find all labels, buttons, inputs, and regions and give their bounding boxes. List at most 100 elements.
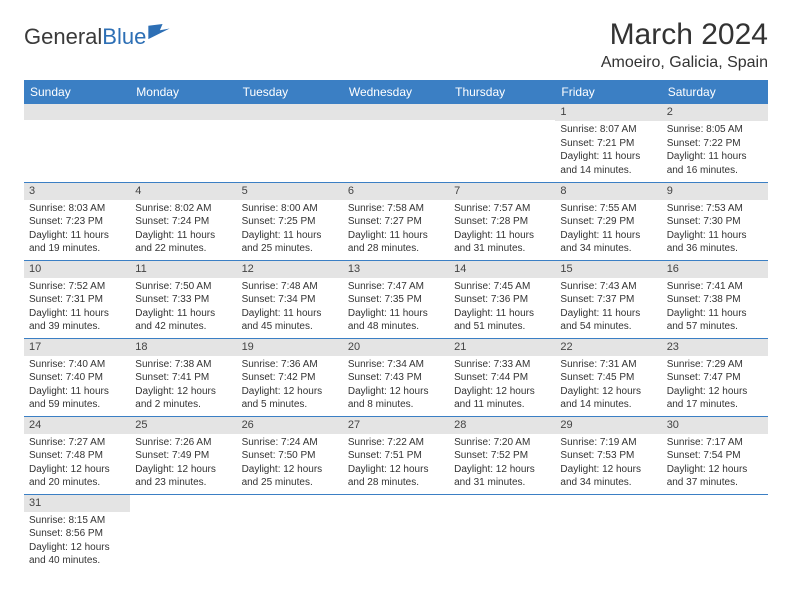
calendar-cell	[449, 104, 555, 182]
day-number: 28	[449, 417, 555, 434]
calendar-cell: 6Sunrise: 7:58 AMSunset: 7:27 PMDaylight…	[343, 182, 449, 260]
calendar-cell: 9Sunrise: 7:53 AMSunset: 7:30 PMDaylight…	[662, 182, 768, 260]
calendar-body: 1Sunrise: 8:07 AMSunset: 7:21 PMDaylight…	[24, 104, 768, 572]
calendar-row: 17Sunrise: 7:40 AMSunset: 7:40 PMDayligh…	[24, 338, 768, 416]
day-number: 23	[662, 339, 768, 356]
day-data: Sunrise: 7:38 AMSunset: 7:41 PMDaylight:…	[130, 356, 236, 415]
day-data: Sunrise: 7:52 AMSunset: 7:31 PMDaylight:…	[24, 278, 130, 337]
day-number: 30	[662, 417, 768, 434]
calendar-cell	[449, 494, 555, 572]
logo-word-1: General	[24, 24, 102, 49]
day-data: Sunrise: 7:40 AMSunset: 7:40 PMDaylight:…	[24, 356, 130, 415]
calendar-cell: 3Sunrise: 8:03 AMSunset: 7:23 PMDaylight…	[24, 182, 130, 260]
weekday-header: Saturday	[662, 80, 768, 104]
day-data: Sunrise: 7:19 AMSunset: 7:53 PMDaylight:…	[555, 434, 661, 493]
calendar-cell: 10Sunrise: 7:52 AMSunset: 7:31 PMDayligh…	[24, 260, 130, 338]
calendar-cell: 20Sunrise: 7:34 AMSunset: 7:43 PMDayligh…	[343, 338, 449, 416]
weekday-header: Tuesday	[237, 80, 343, 104]
calendar-cell: 16Sunrise: 7:41 AMSunset: 7:38 PMDayligh…	[662, 260, 768, 338]
day-number: 5	[237, 183, 343, 200]
weekday-header: Monday	[130, 80, 236, 104]
calendar-cell: 2Sunrise: 8:05 AMSunset: 7:22 PMDaylight…	[662, 104, 768, 182]
day-number: 16	[662, 261, 768, 278]
day-number: 14	[449, 261, 555, 278]
day-data: Sunrise: 8:03 AMSunset: 7:23 PMDaylight:…	[24, 200, 130, 259]
day-data: Sunrise: 7:41 AMSunset: 7:38 PMDaylight:…	[662, 278, 768, 337]
day-number: 19	[237, 339, 343, 356]
daynum-empty	[130, 104, 236, 120]
day-number: 4	[130, 183, 236, 200]
flag-icon	[148, 24, 170, 40]
day-data: Sunrise: 8:07 AMSunset: 7:21 PMDaylight:…	[555, 121, 661, 180]
daynum-empty	[449, 104, 555, 120]
day-number: 20	[343, 339, 449, 356]
title-block: March 2024 Amoeiro, Galicia, Spain	[601, 18, 768, 72]
day-data: Sunrise: 7:29 AMSunset: 7:47 PMDaylight:…	[662, 356, 768, 415]
day-data: Sunrise: 7:26 AMSunset: 7:49 PMDaylight:…	[130, 434, 236, 493]
day-number: 29	[555, 417, 661, 434]
logo: GeneralBlue	[24, 24, 170, 50]
day-number: 31	[24, 495, 130, 512]
logo-word-2: Blue	[102, 24, 146, 49]
calendar-cell: 4Sunrise: 8:02 AMSunset: 7:24 PMDaylight…	[130, 182, 236, 260]
calendar-table: SundayMondayTuesdayWednesdayThursdayFrid…	[24, 80, 768, 572]
calendar-cell: 23Sunrise: 7:29 AMSunset: 7:47 PMDayligh…	[662, 338, 768, 416]
calendar-cell: 30Sunrise: 7:17 AMSunset: 7:54 PMDayligh…	[662, 416, 768, 494]
calendar-cell: 7Sunrise: 7:57 AMSunset: 7:28 PMDaylight…	[449, 182, 555, 260]
day-data: Sunrise: 7:33 AMSunset: 7:44 PMDaylight:…	[449, 356, 555, 415]
day-data: Sunrise: 8:15 AMSunset: 8:56 PMDaylight:…	[24, 512, 130, 571]
calendar-row: 10Sunrise: 7:52 AMSunset: 7:31 PMDayligh…	[24, 260, 768, 338]
calendar-cell: 14Sunrise: 7:45 AMSunset: 7:36 PMDayligh…	[449, 260, 555, 338]
daynum-empty	[343, 104, 449, 120]
calendar-cell	[130, 104, 236, 182]
calendar-cell: 27Sunrise: 7:22 AMSunset: 7:51 PMDayligh…	[343, 416, 449, 494]
day-number: 9	[662, 183, 768, 200]
logo-text: GeneralBlue	[24, 24, 146, 50]
day-number: 21	[449, 339, 555, 356]
day-number: 12	[237, 261, 343, 278]
day-number: 6	[343, 183, 449, 200]
calendar-cell	[237, 104, 343, 182]
calendar-cell: 8Sunrise: 7:55 AMSunset: 7:29 PMDaylight…	[555, 182, 661, 260]
day-number: 11	[130, 261, 236, 278]
calendar-cell: 13Sunrise: 7:47 AMSunset: 7:35 PMDayligh…	[343, 260, 449, 338]
day-number: 27	[343, 417, 449, 434]
day-number: 2	[662, 104, 768, 121]
day-number: 26	[237, 417, 343, 434]
calendar-cell: 5Sunrise: 8:00 AMSunset: 7:25 PMDaylight…	[237, 182, 343, 260]
header: GeneralBlue March 2024 Amoeiro, Galicia,…	[24, 18, 768, 72]
calendar-cell: 26Sunrise: 7:24 AMSunset: 7:50 PMDayligh…	[237, 416, 343, 494]
day-data: Sunrise: 7:45 AMSunset: 7:36 PMDaylight:…	[449, 278, 555, 337]
day-number: 3	[24, 183, 130, 200]
calendar-head: SundayMondayTuesdayWednesdayThursdayFrid…	[24, 80, 768, 104]
day-number: 24	[24, 417, 130, 434]
calendar-cell: 12Sunrise: 7:48 AMSunset: 7:34 PMDayligh…	[237, 260, 343, 338]
calendar-cell: 29Sunrise: 7:19 AMSunset: 7:53 PMDayligh…	[555, 416, 661, 494]
calendar-cell	[343, 104, 449, 182]
calendar-row: 3Sunrise: 8:03 AMSunset: 7:23 PMDaylight…	[24, 182, 768, 260]
calendar-cell	[237, 494, 343, 572]
location: Amoeiro, Galicia, Spain	[601, 54, 768, 72]
calendar-cell: 22Sunrise: 7:31 AMSunset: 7:45 PMDayligh…	[555, 338, 661, 416]
day-data: Sunrise: 7:34 AMSunset: 7:43 PMDaylight:…	[343, 356, 449, 415]
day-number: 8	[555, 183, 661, 200]
calendar-cell	[130, 494, 236, 572]
day-data: Sunrise: 7:24 AMSunset: 7:50 PMDaylight:…	[237, 434, 343, 493]
calendar-cell	[662, 494, 768, 572]
weekday-header: Friday	[555, 80, 661, 104]
day-number: 10	[24, 261, 130, 278]
daynum-empty	[237, 104, 343, 120]
day-data: Sunrise: 7:20 AMSunset: 7:52 PMDaylight:…	[449, 434, 555, 493]
calendar-cell: 19Sunrise: 7:36 AMSunset: 7:42 PMDayligh…	[237, 338, 343, 416]
calendar-cell: 1Sunrise: 8:07 AMSunset: 7:21 PMDaylight…	[555, 104, 661, 182]
day-number: 22	[555, 339, 661, 356]
calendar-row: 24Sunrise: 7:27 AMSunset: 7:48 PMDayligh…	[24, 416, 768, 494]
weekday-header: Sunday	[24, 80, 130, 104]
day-number: 13	[343, 261, 449, 278]
day-number: 17	[24, 339, 130, 356]
weekday-header: Thursday	[449, 80, 555, 104]
calendar-cell	[555, 494, 661, 572]
day-data: Sunrise: 7:55 AMSunset: 7:29 PMDaylight:…	[555, 200, 661, 259]
day-data: Sunrise: 7:17 AMSunset: 7:54 PMDaylight:…	[662, 434, 768, 493]
day-data: Sunrise: 7:27 AMSunset: 7:48 PMDaylight:…	[24, 434, 130, 493]
